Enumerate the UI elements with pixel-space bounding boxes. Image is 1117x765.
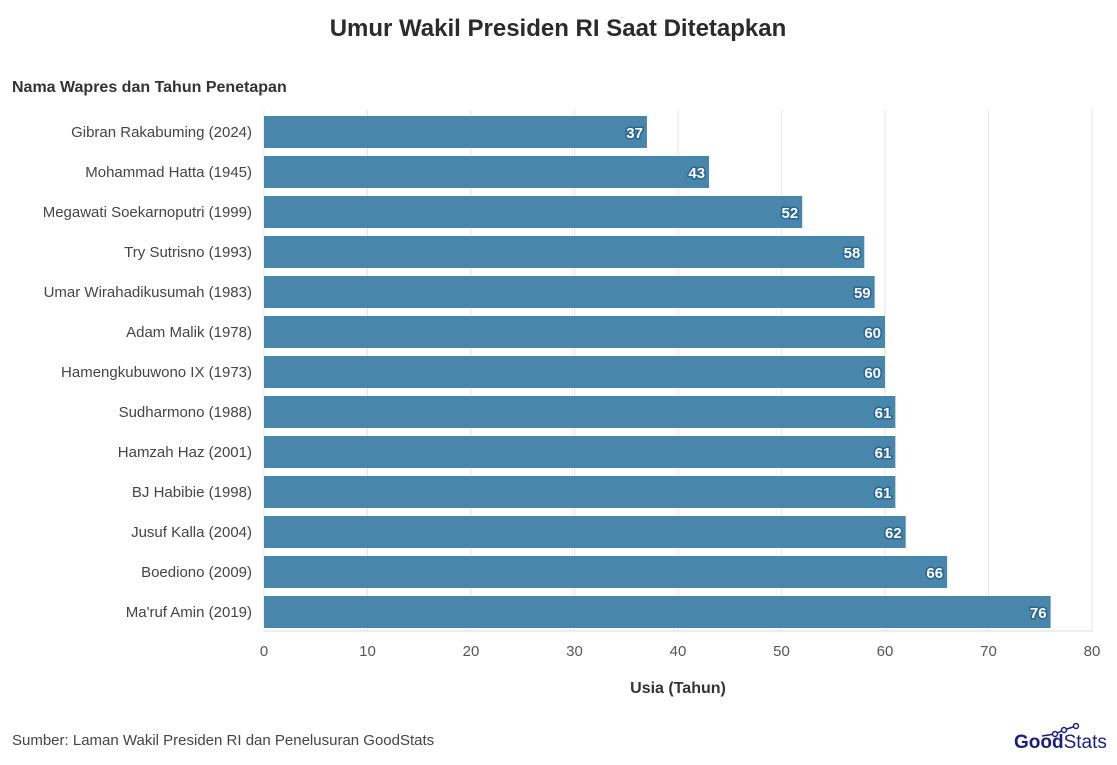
data-label: 61 bbox=[875, 445, 892, 462]
svg-text:GoodStats: GoodStats bbox=[1014, 732, 1107, 753]
x-tick-label: 20 bbox=[463, 643, 480, 660]
data-label: 61 bbox=[875, 405, 892, 422]
category-label: Hamzah Haz (2001) bbox=[118, 444, 252, 461]
bar bbox=[264, 236, 865, 268]
bar bbox=[264, 596, 1051, 628]
category-label: Boediono (2009) bbox=[141, 564, 252, 581]
category-label: Mohammad Hatta (1945) bbox=[85, 164, 252, 181]
source-note: Sumber: Laman Wakil Presiden RI dan Pene… bbox=[12, 732, 434, 749]
data-label: 43 bbox=[688, 165, 705, 182]
data-label: 62 bbox=[885, 525, 902, 542]
x-tick-label: 80 bbox=[1084, 643, 1101, 660]
data-label: 37 bbox=[626, 125, 643, 142]
x-tick-label: 40 bbox=[670, 643, 687, 660]
category-label: Jusuf Kalla (2004) bbox=[131, 524, 252, 541]
bar bbox=[264, 476, 896, 508]
category-label: Megawati Soekarnoputri (1999) bbox=[43, 204, 252, 221]
chart-title: Umur Wakil Presiden RI Saat Ditetapkan bbox=[330, 15, 787, 42]
x-tick-label: 0 bbox=[260, 643, 268, 660]
x-tick-label: 10 bbox=[359, 643, 376, 660]
x-tick-label: 70 bbox=[980, 643, 997, 660]
bar bbox=[264, 436, 896, 468]
bar bbox=[264, 116, 647, 148]
bar bbox=[264, 356, 885, 388]
data-label: 66 bbox=[926, 565, 943, 582]
bar bbox=[264, 516, 906, 548]
x-ticks: 0 10 20 30 40 50 60 70 80 bbox=[260, 643, 1101, 660]
category-label: Gibran Rakabuming (2024) bbox=[71, 124, 252, 141]
bar bbox=[264, 556, 948, 588]
data-label: 58 bbox=[844, 245, 861, 262]
bar bbox=[264, 156, 710, 188]
category-label: Try Sutrisno (1993) bbox=[124, 244, 252, 261]
category-label: Ma'ruf Amin (2019) bbox=[126, 604, 252, 621]
data-label: 76 bbox=[1030, 605, 1047, 622]
category-label: Umar Wirahadikusumah (1983) bbox=[44, 284, 252, 301]
x-tick-label: 60 bbox=[877, 643, 894, 660]
bar bbox=[264, 276, 875, 308]
x-axis-title: Usia (Tahun) bbox=[630, 680, 726, 697]
bar bbox=[264, 196, 803, 228]
y-axis-title: Nama Wapres dan Tahun Penetapan bbox=[12, 79, 287, 96]
bars: Gibran Rakabuming (2024) 37 Mohammad Hatta… bbox=[43, 116, 1051, 628]
category-label: Hamengkubuwono IX (1973) bbox=[61, 364, 252, 381]
x-tick-label: 50 bbox=[773, 643, 790, 660]
goodstats-logo: GoodStats bbox=[1014, 722, 1107, 753]
bar bbox=[264, 396, 896, 428]
x-tick-label: 30 bbox=[566, 643, 583, 660]
bar bbox=[264, 316, 885, 348]
data-label: 61 bbox=[875, 485, 892, 502]
category-label: Adam Malik (1978) bbox=[126, 324, 252, 341]
data-label: 60 bbox=[864, 365, 881, 382]
data-label: 52 bbox=[782, 205, 799, 222]
category-label: Sudharmono (1988) bbox=[119, 404, 252, 421]
data-label: 59 bbox=[854, 285, 871, 302]
data-label: 60 bbox=[864, 325, 881, 342]
category-label: BJ Habibie (1998) bbox=[132, 484, 252, 501]
